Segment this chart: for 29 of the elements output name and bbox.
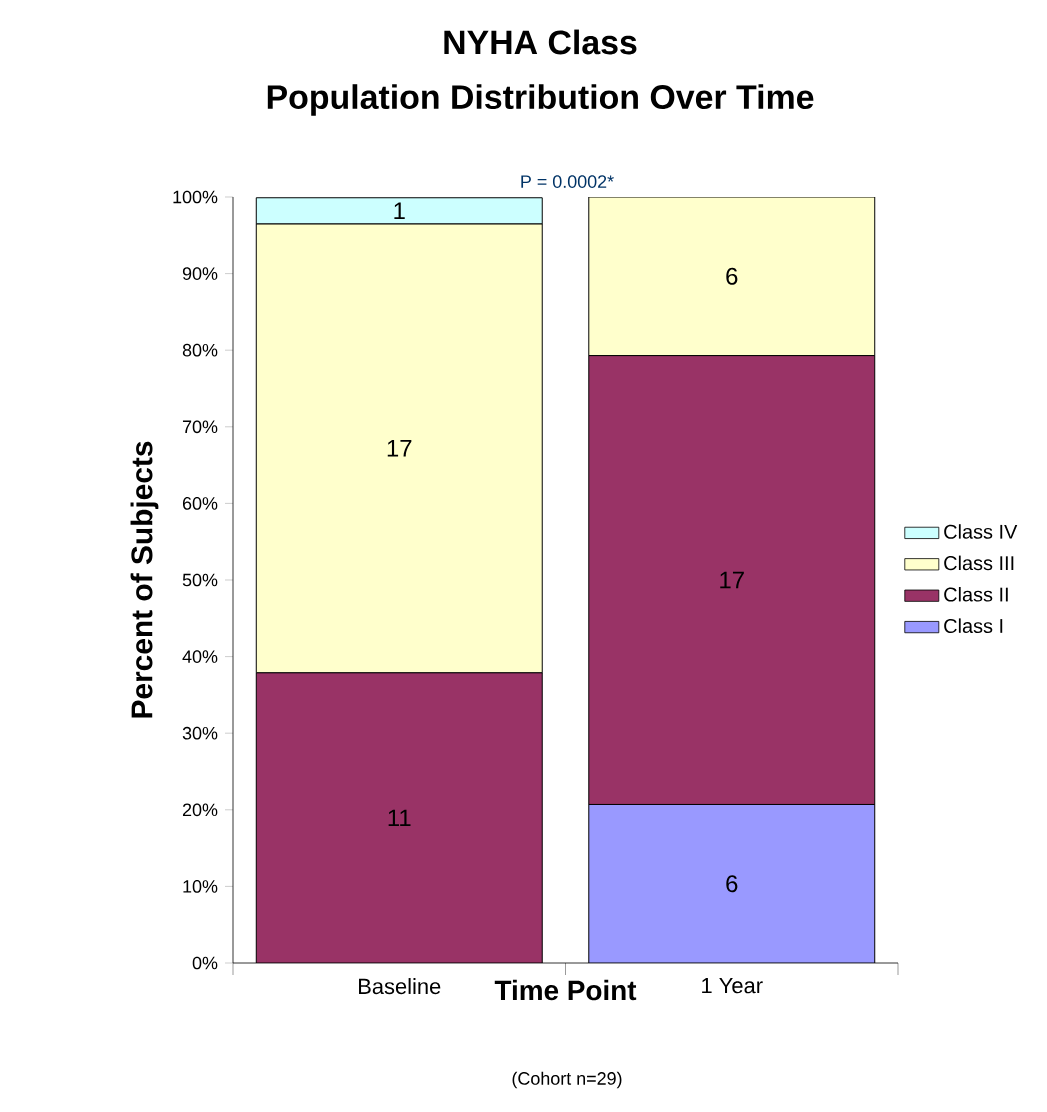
y-tick-label: 80%: [182, 343, 218, 357]
chart-title: NYHA Class: [444, 29, 637, 55]
chart-subtitle: Population Distribution Over Time: [267, 84, 814, 116]
y-tick-label: 30%: [182, 726, 218, 740]
text: P = 0.0002*: [521, 175, 614, 188]
y-tick-label: 20%: [182, 803, 218, 817]
y-tick-label: 90%: [182, 267, 218, 280]
annotation: 17: [720, 571, 744, 589]
legend-label: Class IV: [944, 524, 1018, 539]
y-tick-label: 60%: [182, 497, 218, 510]
annotation: 6: [726, 267, 738, 285]
legend-label: Class I: [944, 618, 1003, 633]
y-tick-label: 0%: [192, 956, 218, 970]
y-axis-title: Percent of Subjects: [130, 441, 159, 718]
annotation: 11: [388, 809, 411, 827]
y-tick-label: 100%: [173, 190, 218, 204]
y-tick-label: 40%: [182, 650, 218, 663]
legend-label: Class II: [944, 586, 1008, 602]
x-axis-title: Time Point: [494, 979, 637, 1001]
y-tick-label: 10%: [183, 880, 218, 893]
x-tick-label: Baseline: [359, 978, 441, 995]
legend-label: Class III: [944, 555, 1014, 571]
annotation: 6: [726, 875, 738, 893]
annotation: 1: [394, 202, 405, 219]
x-tick-label: 1 Year: [702, 978, 763, 994]
text: (Cohort n=29): [512, 1071, 622, 1089]
annotation: 17: [387, 440, 412, 457]
y-tick-label: 50%: [182, 573, 218, 587]
y-tick-label: 70%: [182, 420, 218, 434]
